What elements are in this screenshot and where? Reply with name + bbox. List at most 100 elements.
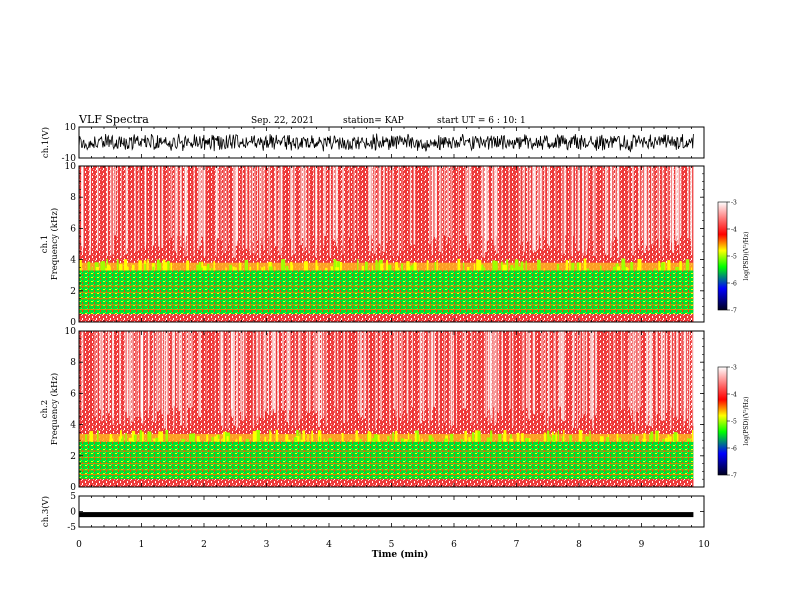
spectrogram-streak [298,331,300,416]
spectrogram-streak [280,166,283,240]
spectrogram-streak [398,166,400,251]
spectrogram-burst [517,266,521,271]
spectrogram-streak [656,331,658,415]
spectrogram-burst [660,262,665,271]
spectrogram-streak [488,331,490,409]
spectrogram-streak [173,331,175,429]
spectrogram-streak [124,331,126,427]
spectrogram-streak [649,331,652,427]
spectrogram-burst [128,437,132,442]
spectrogram-streak [632,166,634,249]
figure-title: VLF Spectra [78,113,149,126]
spectrogram-burst [281,259,284,271]
spectrogram-burst [317,430,322,442]
spectrogram-streak [389,331,391,425]
spectrogram-burst [556,264,560,271]
spectrogram-burst [506,259,509,271]
spectrogram-streak [409,166,412,244]
spectrogram-streak [282,331,284,411]
spectrogram-streak [522,166,524,243]
spectrogram-streak [677,166,679,239]
spectrogram-streak [294,331,296,427]
spectrogram-burst [516,432,520,442]
spectrogram-burst [472,432,475,442]
spectrogram-streak [541,331,543,413]
spectrogram-burst [537,259,541,271]
spectrogram-burst [263,266,266,271]
spectrogram-burst [79,259,82,271]
spectrogram-streak [163,331,166,429]
spectrogram-streak [288,331,291,411]
spectrogram-streak [570,166,572,255]
spectrogram-burst [468,437,471,442]
spectrogram-streak [176,166,179,236]
spectrogram-streak [203,166,206,257]
spectrogram-streak [249,166,250,249]
y-tick-label: 10 [65,327,77,337]
spectrogram-streak [108,331,110,413]
spectrogram-streak [220,331,223,426]
recording-date: Sep. 22, 2021 [251,116,314,126]
spectrogram-streak [386,166,388,243]
spectrogram-streak [82,331,83,410]
spectrogram-streak [268,166,270,237]
spectrogram-burst [565,260,568,271]
spectrogram-streak [186,166,188,256]
spectrogram-streak [215,166,217,253]
spectrogram-burst [85,434,87,442]
spectrogram-streak [439,166,442,252]
spectrogram-streak [81,331,83,415]
spectrogram-streak [509,331,511,409]
spectrogram-burst [256,262,259,271]
spectrogram-streak [518,166,520,255]
spectrogram-burst [396,267,400,271]
spectrogram-burst [548,436,552,442]
spectrogram-streak [161,331,164,415]
spectrogram-burst [426,260,429,271]
spectrogram-burst [268,266,273,271]
spectrogram-streak [661,166,663,246]
station-label: station= KAP [343,116,404,126]
spectrogram-streak [313,331,315,411]
spectrogram-streak [245,166,248,249]
spectrogram-burst [480,264,484,271]
spectrogram-streak [259,166,261,258]
spectrogram-streak [523,331,524,409]
spectrogram-burst [325,267,328,271]
spectrogram-streak [394,331,396,410]
spectrogram-streak [157,331,159,412]
spectrogram-streak [683,331,685,428]
spectrogram-streak [300,166,302,246]
spectrogram-streak [299,331,302,420]
spectrogram-streak [693,331,695,424]
colorbar-tick-label: -7 [731,473,737,480]
x-tick-label: 1 [139,540,145,550]
spectrogram-yellow-band [79,433,694,442]
spectrogram-streak [359,331,362,415]
colorbar-tick-label: -3 [731,200,737,207]
spectrogram-streak [314,331,316,414]
spectrogram-burst [599,436,604,442]
spectrogram-streak [686,331,688,419]
spectrogram-burst [635,436,639,442]
spectrogram-streak [171,331,174,409]
spectrogram-streak [406,331,408,414]
spectrogram-streak [594,331,597,416]
spectrogram-streak [558,331,560,425]
spectrogram-burst [357,259,359,271]
spectrogram-streak [433,331,436,407]
spectrogram-streak [254,166,256,254]
spectrogram-burst [207,264,210,271]
spectrogram-burst [473,264,476,271]
spectrogram-streak [368,166,370,236]
spectrogram-streak [242,331,245,420]
spectrogram-streak [132,331,134,422]
spectrogram-streak [241,331,242,421]
spectrogram-streak [316,166,318,246]
spectrogram-streak [632,331,634,411]
spectrogram-streak [134,166,136,252]
spectrogram-streak [666,331,668,410]
spectrogram-streak [660,331,662,417]
spectrogram-streak [676,331,678,416]
spectrogram-burst [226,436,229,442]
